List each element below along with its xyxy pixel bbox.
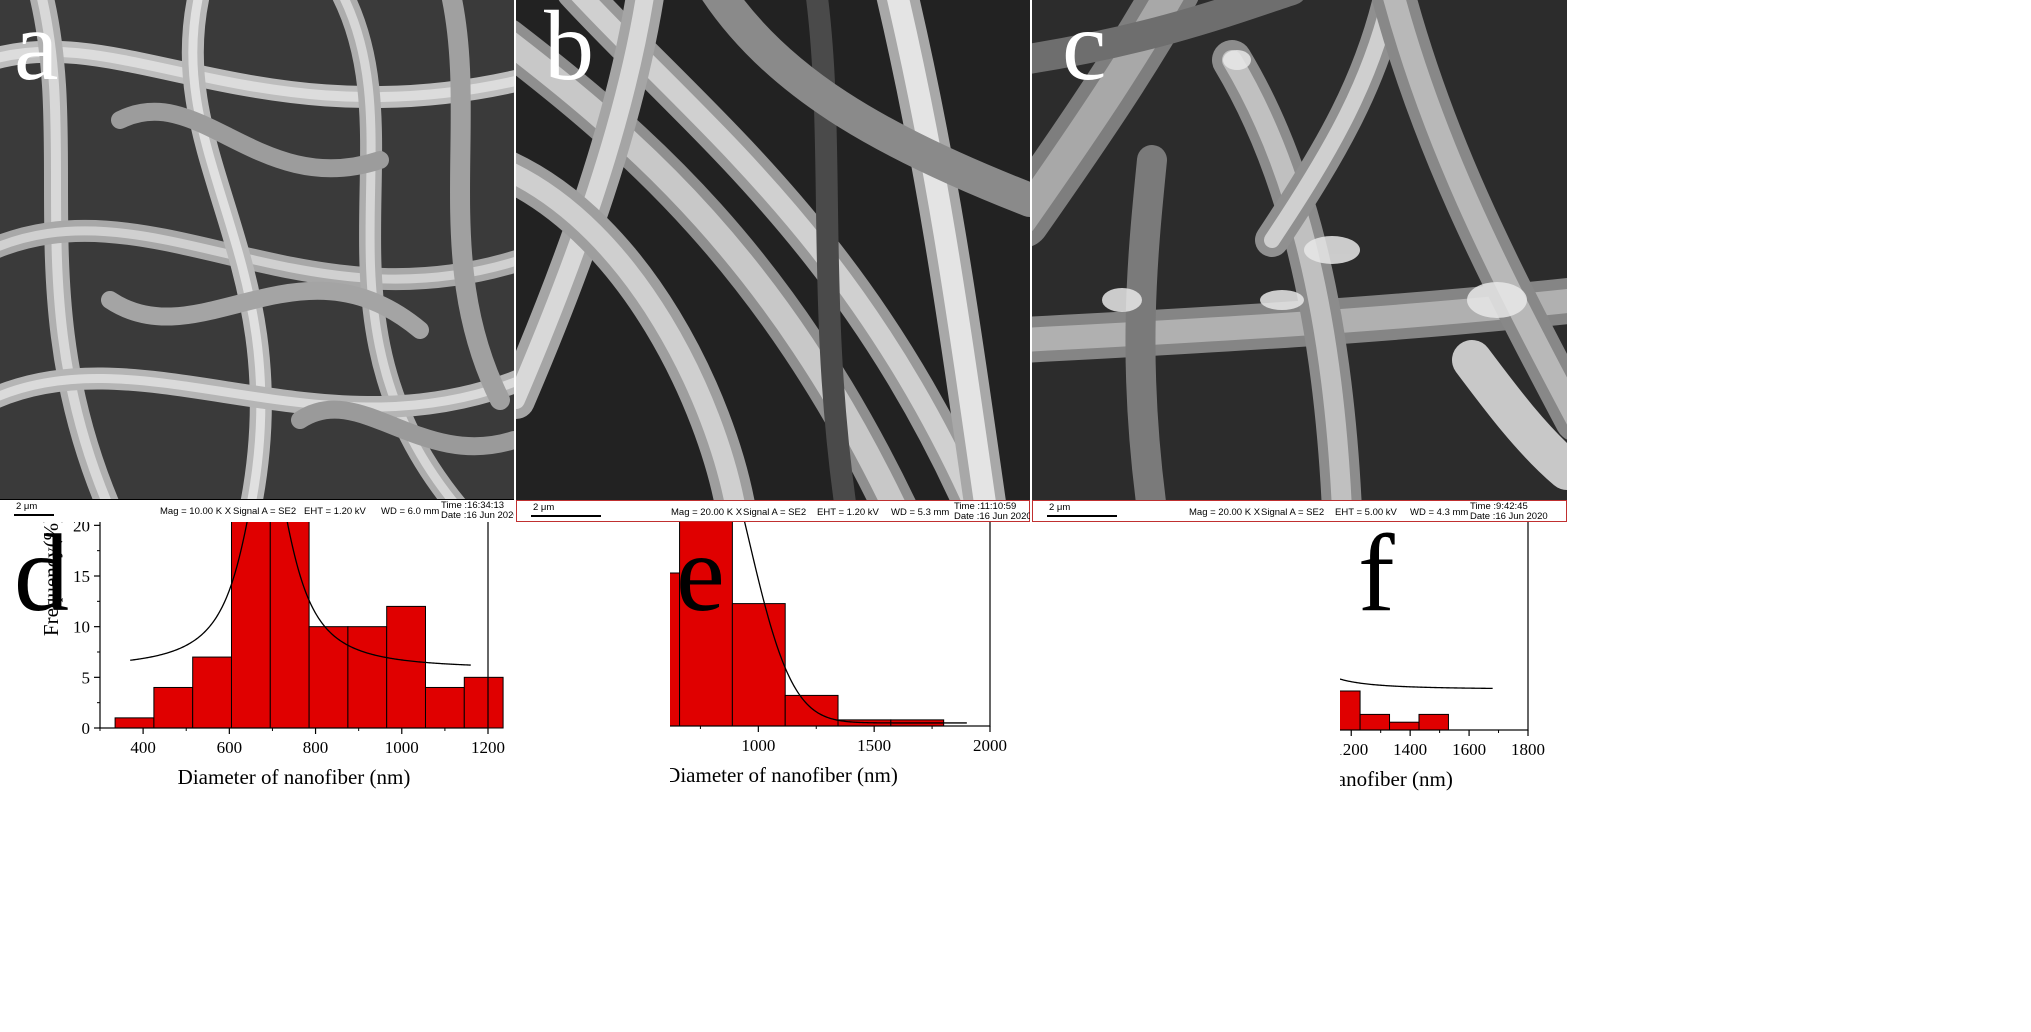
x-tick-label-d: 1000 bbox=[385, 738, 419, 757]
signal-label-b: Signal A = SE2 bbox=[743, 507, 807, 518]
eht-label-c: EHT = 5.00 kV bbox=[1335, 507, 1397, 518]
histogram-bar-d-1 bbox=[114, 717, 155, 729]
histogram-bar-d-4 bbox=[230, 494, 271, 729]
chart-letter-d: d bbox=[14, 512, 69, 634]
histogram-bar-d-2 bbox=[153, 686, 194, 729]
panel-letter-c: c bbox=[1062, 0, 1107, 101]
histogram-bar-f-7 bbox=[1330, 690, 1361, 731]
histogram-bar-e-4 bbox=[731, 603, 786, 727]
eht-label-b: EHT = 1.20 kV bbox=[817, 507, 879, 518]
time-label-c: Time :9:42:45 bbox=[1470, 501, 1528, 512]
fit-curve-d bbox=[130, 445, 471, 666]
scale-bar-c bbox=[1047, 515, 1117, 517]
y-tick-label-d: 15 bbox=[73, 567, 90, 586]
time-label-b: Time :11:10:59 bbox=[954, 501, 1017, 512]
scale-label-a: 2 μm bbox=[16, 501, 38, 512]
histogram-bar-f-9 bbox=[1389, 721, 1420, 731]
x-tick-label-e: 2000 bbox=[973, 736, 1007, 755]
mag-label-a: Mag = 10.00 K X bbox=[160, 506, 232, 517]
sem-image-a bbox=[0, 0, 514, 500]
sem-databar-a: 2 μm Mag = 10.00 K X Signal A = SE2 EHT … bbox=[0, 499, 514, 522]
x-tick-label-e: 1000 bbox=[741, 736, 775, 755]
histogram-bar-d-3 bbox=[192, 656, 232, 729]
sem-image-b bbox=[516, 0, 1030, 500]
y-axis-label-d: Frequency(%) bbox=[39, 522, 63, 636]
histogram-bar-d-7 bbox=[347, 626, 388, 729]
date-label-b: Date :16 Jun 2020 bbox=[954, 511, 1030, 522]
x-tick-label-e: 1500 bbox=[857, 736, 891, 755]
date-label-a: Date :16 Jun 2020 bbox=[441, 510, 514, 521]
eht-label-a: EHT = 1.20 kV bbox=[304, 506, 366, 517]
signal-label-c: Signal A = SE2 bbox=[1261, 507, 1325, 518]
histogram-d: 05101520253040060080010001200Diameter of… bbox=[39, 415, 505, 789]
x-axis-label-f: Diameter of nanofiber (nm) bbox=[1340, 767, 1453, 791]
scale-label-c: 2 μm bbox=[1049, 502, 1071, 513]
wd-label-a: WD = 6.0 mm bbox=[381, 506, 440, 517]
wd-label-b: WD = 5.3 mm bbox=[891, 507, 950, 518]
mag-label-c: Mag = 20.00 K X bbox=[1189, 507, 1261, 518]
chart-panel-d: d 05101520253040060080010001200Diameter … bbox=[0, 415, 660, 1027]
sem-panel-c: c 2 μm Mag = 20.00 K X Signal A = SE2 EH… bbox=[1032, 0, 1567, 522]
histogram-bar-d-6 bbox=[308, 626, 349, 729]
x-tick-label-f: 1200 bbox=[1340, 740, 1368, 759]
y-tick-label-d: 20 bbox=[73, 522, 90, 535]
sem-image-c bbox=[1032, 0, 1567, 500]
x-tick-label-f: 1400 bbox=[1393, 740, 1427, 759]
y-tick-label-d: 0 bbox=[82, 719, 91, 738]
x-tick-label-f: 1600 bbox=[1452, 740, 1486, 759]
x-tick-label-d: 600 bbox=[217, 738, 243, 757]
histogram-bar-f-8 bbox=[1359, 713, 1391, 731]
scale-label-b: 2 μm bbox=[533, 502, 555, 513]
y-tick-label-d: 10 bbox=[73, 618, 90, 637]
sem-databar-c: 2 μm Mag = 20.00 K X Signal A = SE2 EHT … bbox=[1032, 500, 1567, 522]
sem-panel-b: b 2 μm Mag = 20.00 K X Signal A = SE2 EH… bbox=[516, 0, 1030, 522]
scale-bar-b bbox=[531, 515, 601, 517]
x-tick-label-d: 400 bbox=[130, 738, 156, 757]
histogram-e: 02550500100015002000Diameter of nanofibe… bbox=[512, 411, 1007, 787]
x-tick-label-d: 800 bbox=[303, 738, 329, 757]
y-tick-label-d: 5 bbox=[82, 668, 91, 687]
x-axis-label-e: Diameter of nanofiber (nm) bbox=[670, 763, 898, 787]
time-label-a: Time :16:34:13 bbox=[441, 500, 505, 511]
chart-panel-f: f 01020304060080010001200140016001800Dia… bbox=[1084, 409, 2031, 1027]
histogram-bar-d-5 bbox=[269, 484, 310, 729]
signal-label-a: Signal A = SE2 bbox=[233, 506, 297, 517]
sem-panel-a: a 2 μm Mag = 10.00 K X Signal A = SE2 EH… bbox=[0, 0, 514, 522]
histogram-bar-d-10 bbox=[463, 676, 504, 729]
panel-letter-a: a bbox=[14, 0, 59, 101]
histogram-f: 01020304060080010001200140016001800Diame… bbox=[1084, 409, 1545, 791]
x-tick-label-f: 1800 bbox=[1511, 740, 1545, 759]
date-label-c: Date :16 Jun 2020 bbox=[1470, 511, 1548, 522]
x-axis-label-d: Diameter of nanofiber (nm) bbox=[178, 765, 411, 789]
histogram-bar-d-9 bbox=[424, 686, 465, 729]
sem-databar-b: 2 μm Mag = 20.00 K X Signal A = SE2 EHT … bbox=[516, 500, 1030, 522]
histogram-bar-e-5 bbox=[784, 694, 839, 727]
x-tick-label-d: 1200 bbox=[471, 738, 505, 757]
histogram-bar-d-8 bbox=[386, 605, 426, 729]
mag-label-b: Mag = 20.00 K X bbox=[671, 507, 743, 518]
scale-bar-a bbox=[14, 514, 54, 516]
chart-letter-e: e bbox=[676, 512, 725, 634]
chart-letter-f: f bbox=[1358, 512, 1395, 634]
panel-letter-b: b bbox=[544, 0, 594, 101]
histogram-bar-f-10 bbox=[1418, 713, 1449, 731]
chart-panel-e: e 02550500100015002000Diameter of nanofi… bbox=[512, 411, 1330, 1027]
wd-label-c: WD = 4.3 mm bbox=[1410, 507, 1469, 518]
